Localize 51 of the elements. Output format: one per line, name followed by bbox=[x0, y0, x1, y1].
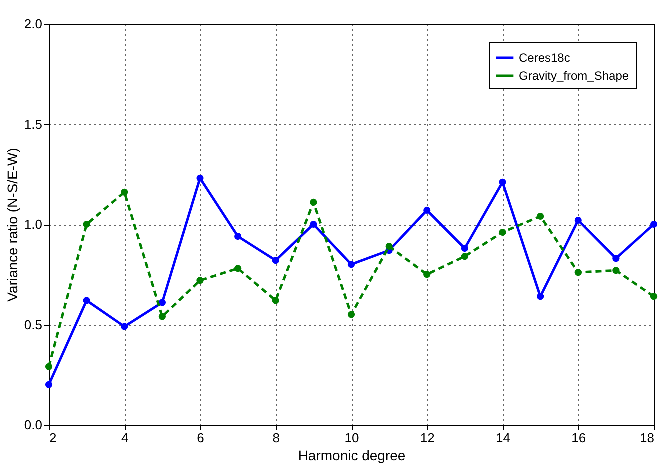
point bbox=[83, 297, 90, 304]
point bbox=[461, 253, 468, 260]
point bbox=[650, 220, 658, 228]
x-tick-label: 14 bbox=[496, 430, 510, 446]
point bbox=[650, 293, 658, 300]
point bbox=[234, 233, 242, 240]
legend-label: Gravity_from_Shape bbox=[519, 69, 630, 83]
point bbox=[574, 216, 582, 224]
y-tick-label: 2.0 bbox=[24, 16, 42, 32]
point bbox=[310, 198, 318, 206]
point bbox=[121, 323, 128, 330]
point bbox=[272, 297, 280, 304]
x-axis-title: Harmonic degree bbox=[298, 448, 406, 464]
point bbox=[272, 257, 280, 264]
point bbox=[461, 245, 468, 252]
x-tick-label: 2 bbox=[50, 430, 57, 446]
point bbox=[499, 178, 506, 186]
point bbox=[158, 299, 166, 306]
x-tick-label: 10 bbox=[344, 430, 360, 446]
point bbox=[424, 271, 431, 278]
point bbox=[612, 255, 620, 262]
point bbox=[234, 265, 242, 272]
x-tick-label: 4 bbox=[122, 430, 129, 446]
point bbox=[45, 381, 53, 388]
point bbox=[158, 313, 166, 320]
x-tick-label: 8 bbox=[272, 430, 280, 446]
point bbox=[196, 277, 204, 284]
point bbox=[196, 174, 204, 182]
point bbox=[45, 363, 53, 370]
x-tick-label: 18 bbox=[640, 430, 654, 446]
point bbox=[499, 228, 506, 236]
point bbox=[348, 311, 356, 318]
x-tick-label: 16 bbox=[572, 430, 586, 446]
point bbox=[386, 243, 393, 250]
y-tick-label: 1.0 bbox=[24, 217, 42, 232]
y-axis-title: Variance ratio (N-S/E-W) bbox=[4, 148, 20, 302]
point bbox=[348, 261, 356, 268]
x-tick-label: 12 bbox=[420, 430, 435, 446]
point bbox=[424, 206, 431, 214]
y-tick-label: 0.0 bbox=[24, 418, 42, 432]
y-tick-label: 1.5 bbox=[24, 116, 42, 132]
point bbox=[310, 220, 318, 228]
legend-label: Ceres18c bbox=[519, 51, 570, 65]
point bbox=[537, 212, 544, 220]
point bbox=[83, 220, 90, 228]
point bbox=[574, 269, 582, 276]
x-tick-label: 6 bbox=[197, 430, 204, 446]
point bbox=[121, 188, 128, 196]
point bbox=[537, 293, 544, 300]
y-tick-label: 0.5 bbox=[24, 317, 42, 332]
point bbox=[612, 267, 620, 274]
